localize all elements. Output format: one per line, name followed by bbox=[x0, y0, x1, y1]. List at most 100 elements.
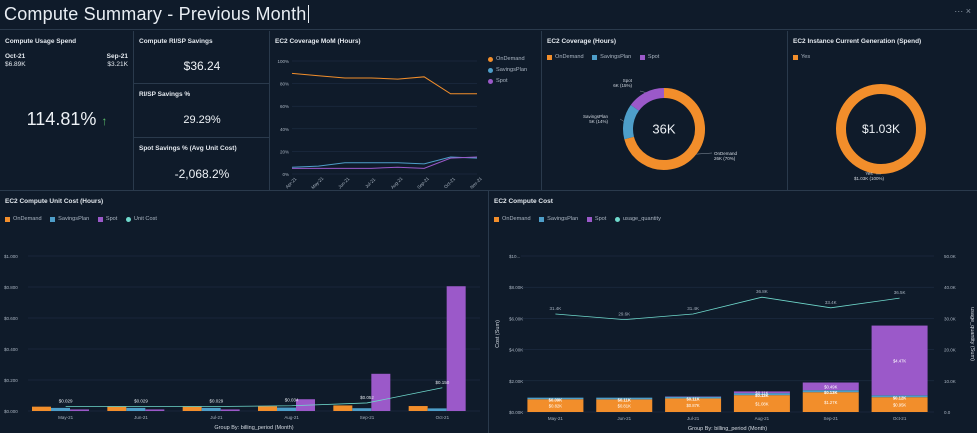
slice-label: SavingsPlan bbox=[583, 114, 609, 119]
bar-label: $0.87K bbox=[686, 403, 699, 408]
legend-item-usage-quantity[interactable]: usage_quantity bbox=[614, 216, 661, 222]
unit-cost-legend: OnDemand SavingsPlan Spot Unit Cost bbox=[5, 216, 164, 224]
bar-savingsplan bbox=[126, 407, 146, 411]
top-label: $0.11K bbox=[618, 398, 631, 403]
x-tick-label: Aug-21 bbox=[755, 416, 770, 421]
slice-value-label: $1.03K (100%) bbox=[854, 176, 885, 181]
bar-spot bbox=[220, 409, 240, 411]
y-tick-label: $6.00K bbox=[509, 316, 523, 321]
legend-item-ondemand[interactable]: OnDemand bbox=[494, 216, 531, 222]
ri-sp-savings-value: $36.24 bbox=[183, 59, 221, 73]
slice-value-label: 6K (15%) bbox=[613, 83, 632, 88]
bar-savingsplan bbox=[201, 407, 221, 411]
series-line-savingsplan bbox=[291, 156, 478, 168]
legend-item-yes[interactable]: Yes bbox=[793, 54, 810, 60]
bar-spot bbox=[70, 409, 89, 411]
legend-item-ondemand[interactable]: OnDemand bbox=[547, 54, 584, 60]
legend-item-ondemand[interactable]: OnDemand bbox=[5, 216, 42, 222]
spot-label: $0.11K bbox=[755, 390, 768, 395]
bar-label: $0.95K bbox=[893, 403, 906, 408]
legend-item-spot[interactable]: Spot bbox=[488, 78, 527, 84]
donut-center-label: $1.03K bbox=[862, 122, 900, 136]
current-gen-title: EC2 Instance Current Generation (Spend) bbox=[793, 38, 922, 45]
compute-cost-chart: $10... 50.0K $8.00K 40.0K $6.00K 30.0K $4.00K 2… bbox=[495, 254, 975, 432]
bar-spot bbox=[733, 391, 790, 394]
usage-right-label: Sep-21 bbox=[106, 53, 128, 60]
legend-item-savingsplan[interactable]: SavingsPlan bbox=[539, 216, 578, 222]
compute-cost-legend: OnDemand SavingsPlan Spot usage_quantity bbox=[494, 216, 668, 224]
bar-label: $1.08K bbox=[755, 402, 768, 407]
usage-spend-panel: Compute Usage Spend Oct-21 $6.89K Sep-21… bbox=[0, 31, 134, 191]
top-label: $0.13K bbox=[755, 393, 769, 398]
x-tick-label: Jun-21 bbox=[134, 415, 148, 420]
bar-spot bbox=[871, 325, 928, 396]
legend-item-unit-cost[interactable]: Unit Cost bbox=[125, 216, 157, 222]
bar-ondemand bbox=[107, 406, 127, 411]
ri-sp-pct-title: RI/SP Savings % bbox=[139, 91, 191, 98]
ri-sp-pct-value: 29.29% bbox=[183, 114, 221, 126]
bar-label: $0.82K bbox=[549, 404, 562, 409]
x-tick-label: Apr-21 bbox=[284, 176, 297, 189]
slice-value-label: 26K (70%) bbox=[714, 156, 736, 161]
bar-savingsplan bbox=[733, 393, 790, 396]
spot-savings-panel: Spot Savings % (Avg Unit Cost) -2,068.2% bbox=[134, 138, 270, 191]
x-tick-label: Oct-21 bbox=[436, 415, 450, 420]
y-tick-label: 40% bbox=[280, 127, 289, 132]
legend-item-ondemand[interactable]: OnDemand bbox=[488, 56, 527, 62]
label-leader bbox=[639, 90, 646, 93]
x-tick-label: Oct-21 bbox=[893, 416, 907, 421]
line-label: 36.5K bbox=[894, 290, 906, 295]
top-label: $0.12K bbox=[893, 395, 907, 400]
ri-sp-savings-title: Compute RI/SP Savings bbox=[139, 38, 213, 45]
y-tick-label: $0.800 bbox=[4, 285, 18, 290]
y-tick-label: $0.600 bbox=[4, 316, 18, 321]
legend-item-spot[interactable]: Spot bbox=[586, 216, 606, 222]
bar-label: $1.27K bbox=[824, 400, 837, 405]
coverage-donut-title: EC2 Coverage (Hours) bbox=[547, 38, 616, 45]
bar-spot bbox=[802, 382, 859, 391]
compute-cost-panel: EC2 Compute Cost OnDemand SavingsPlan Sp… bbox=[489, 191, 977, 433]
bar-ondemand bbox=[527, 399, 584, 412]
x-axis-label: Group By: billing_period (Month) bbox=[214, 425, 293, 431]
x-tick-label: Sep-21 bbox=[823, 416, 838, 421]
compute-cost-title: EC2 Compute Cost bbox=[494, 198, 553, 205]
line-label: 31.4K bbox=[550, 306, 562, 311]
x-tick-label: Jun-21 bbox=[617, 416, 631, 421]
y2-tick-label: 20.0K bbox=[944, 348, 956, 353]
y2-tick-label: 50.0K bbox=[944, 254, 956, 259]
legend-item-spot[interactable]: Spot bbox=[639, 54, 659, 60]
line-label: 36.8K bbox=[756, 289, 768, 294]
bar-savingsplan bbox=[665, 396, 722, 399]
y-tick-label: $0.200 bbox=[4, 378, 18, 383]
x-tick-label: May-21 bbox=[58, 415, 74, 420]
y-tick-label: $2.00K bbox=[509, 379, 523, 384]
spot-label: $4.47K bbox=[893, 358, 906, 363]
coverage-donut-panel: EC2 Coverage (Hours) OnDemand SavingsPla… bbox=[542, 31, 788, 191]
coverage-mom-chart: 100% 80% 60% 40% 20% 0%Apr-21 May-21 Jun-21 Jul-… bbox=[277, 59, 482, 190]
legend-item-spot[interactable]: Spot bbox=[97, 216, 117, 222]
bar-ondemand bbox=[32, 406, 51, 411]
top-label: $0.11K bbox=[686, 397, 699, 402]
legend-item-savingsplan[interactable]: SavingsPlan bbox=[488, 67, 527, 73]
x-tick-label: Nov-21 bbox=[469, 176, 482, 190]
usage-kpi-value: 114.81% bbox=[26, 109, 97, 129]
legend-item-savingsplan[interactable]: SavingsPlan bbox=[592, 54, 631, 60]
bar-savingsplan bbox=[51, 407, 70, 411]
window-controls[interactable]: ··· × bbox=[954, 6, 971, 16]
y2-tick-label: 0.0 bbox=[944, 410, 951, 415]
bar-savingsplan bbox=[527, 397, 584, 400]
series-line-unit-cost bbox=[65, 387, 443, 407]
donut-slice-ondemand bbox=[624, 88, 705, 170]
page-title[interactable]: Compute Summary - Previous Month bbox=[4, 4, 309, 24]
series-line-spot bbox=[292, 156, 478, 169]
x-tick-label: Sep-21 bbox=[416, 176, 430, 190]
legend-item-savingsplan[interactable]: SavingsPlan bbox=[50, 216, 89, 222]
coverage-mom-legend: OnDemand SavingsPlan Spot bbox=[488, 56, 527, 89]
y-tick-label: $0.00K bbox=[509, 410, 523, 415]
x-axis-label: Group By: billing_period (Month) bbox=[688, 426, 767, 432]
series-line-ondemand bbox=[291, 72, 477, 95]
series-line-usage-quantity bbox=[555, 296, 900, 321]
current-gen-chart: Yes$1.03K (100%) $1.03K bbox=[836, 84, 926, 181]
unit-cost-panel: EC2 Compute Unit Cost (Hours) OnDemand S… bbox=[0, 191, 489, 433]
